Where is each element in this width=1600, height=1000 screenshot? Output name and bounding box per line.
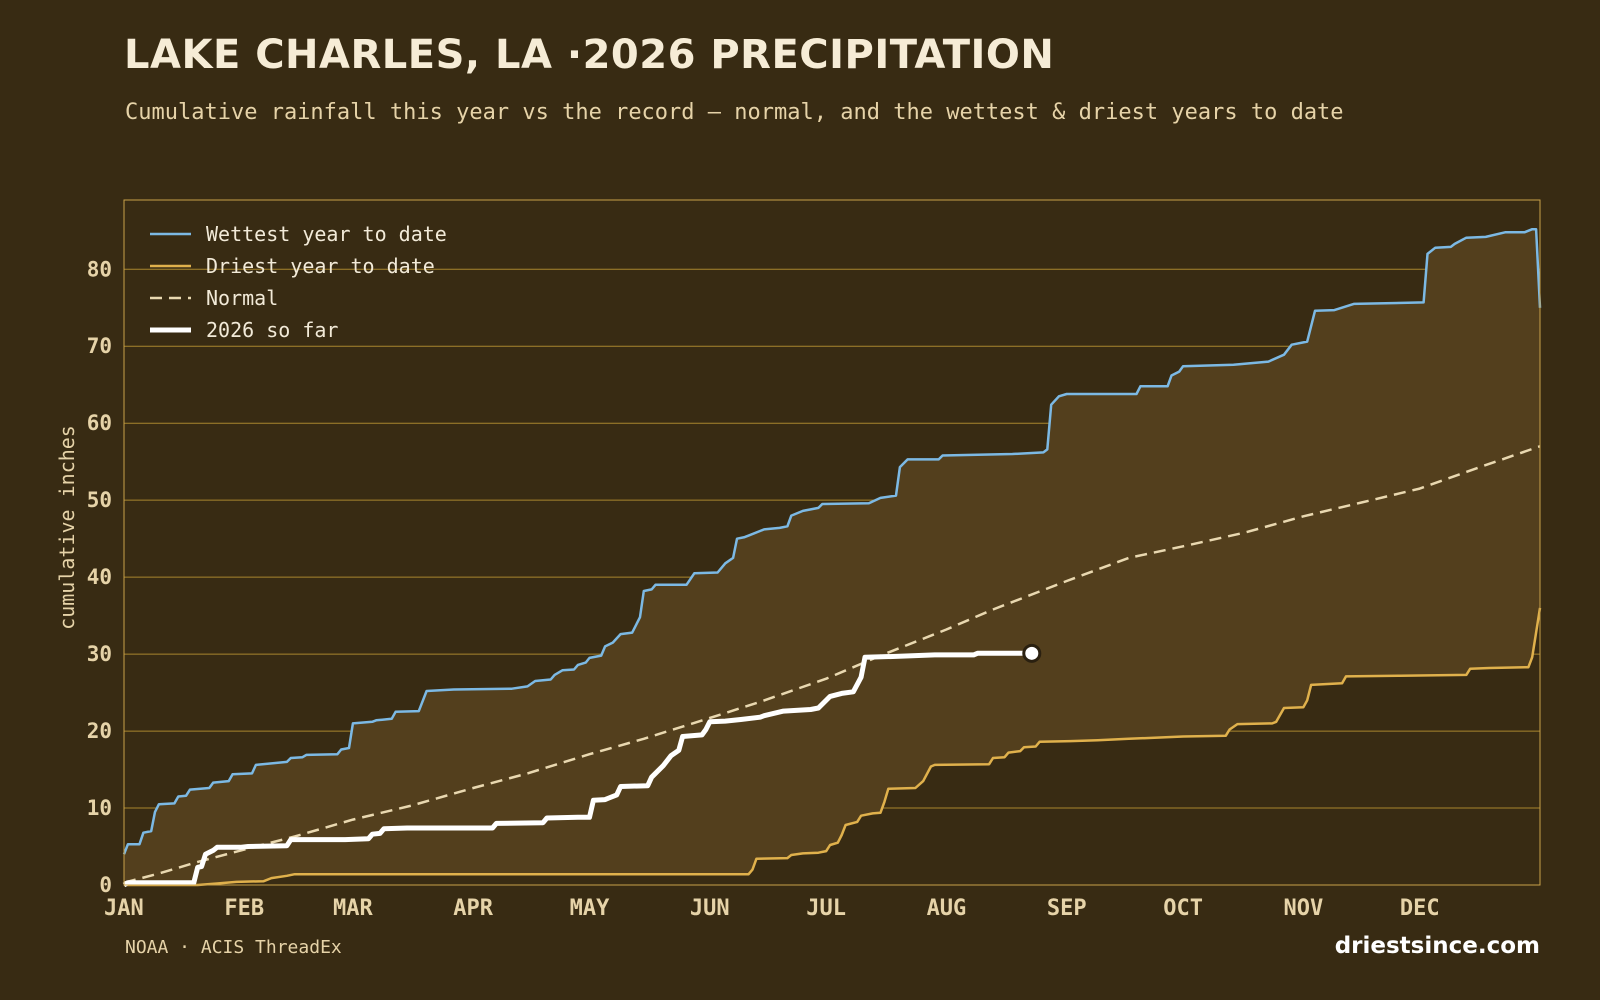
y-tick-50: 50 (87, 488, 112, 512)
x-tick-oct: OCT (1163, 896, 1203, 921)
legend-label-driest-year-to-date: Driest year to date (206, 254, 435, 278)
current-value-marker (1022, 643, 1042, 663)
x-tick-nov: NOV (1283, 896, 1323, 921)
series-line-driest-year-to-date (124, 607, 1542, 887)
y-tick-30: 30 (87, 642, 112, 666)
series-line-normal (123, 445, 1541, 884)
series-line-wettest-year-to-date (122, 227, 1542, 855)
page-subtitle: Cumulative rainfall this year vs the rec… (125, 100, 1344, 125)
x-tick-apr: APR (453, 896, 493, 921)
x-tick-feb: FEB (224, 896, 264, 921)
page-title: LAKE CHARLES, LA ·2026 PRECIPITATION (124, 32, 1055, 78)
wet-dry-band (124, 229, 1540, 885)
series-line-2026-so-far (122, 650, 1032, 888)
x-tick-mar: MAR (333, 896, 373, 921)
record-range-area (124, 229, 1540, 885)
plot-frame (123, 199, 1541, 886)
x-tick-may: MAY (570, 896, 610, 921)
y-tick-20: 20 (87, 719, 112, 743)
legend-label-normal: Normal (206, 286, 278, 310)
site-brand[interactable]: driestsince.com (1334, 933, 1540, 959)
y-tick-80: 80 (87, 257, 112, 281)
legend-label-wettest-year-to-date: Wettest year to date (206, 222, 447, 246)
y-tick-labels: 0 10 20 30 40 50 60 70 80 (87, 257, 112, 897)
x-tick-labels: JAN FEB MAR APR MAY JUN JUL AUG SEP OCT NOV DEC (104, 896, 1440, 921)
legend: Wettest year to date Driest year to date N… (150, 222, 447, 342)
y-tick-10: 10 (87, 796, 112, 820)
x-tick-sep: SEP (1047, 896, 1087, 921)
y-tick-0: 0 (99, 873, 112, 897)
x-tick-aug: AUG (927, 896, 967, 921)
y-tick-40: 40 (87, 565, 112, 589)
x-tick-jul: JUL (806, 896, 846, 921)
y-axis-label: cumulative inches (55, 425, 79, 630)
x-tick-jan: JAN (104, 896, 144, 921)
y-tick-70: 70 (87, 334, 112, 358)
legend-label-2026-so-far: 2026 so far (206, 318, 338, 342)
series-lines (122, 227, 1542, 888)
x-tick-jun: JUN (690, 896, 730, 921)
y-tick-60: 60 (87, 411, 112, 435)
x-tick-dec: DEC (1400, 896, 1440, 921)
source-credit: NOAA · ACIS ThreadEx (125, 937, 342, 958)
